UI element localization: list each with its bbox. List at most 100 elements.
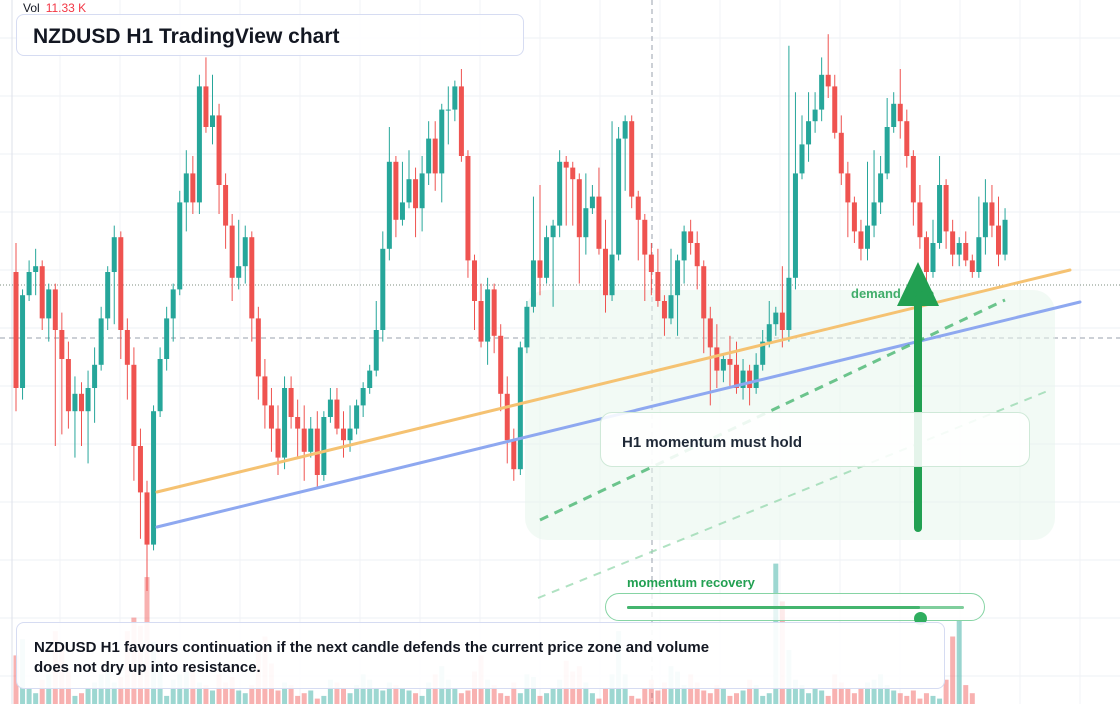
- candle-body: [452, 86, 458, 110]
- volume-bar: [504, 695, 510, 704]
- candle-body: [85, 388, 91, 412]
- candle-body: [589, 196, 595, 209]
- candle-body: [164, 318, 170, 359]
- candle-body: [714, 347, 720, 371]
- candle-body: [216, 115, 222, 185]
- candle-body: [131, 364, 137, 446]
- volume-bar: [380, 690, 386, 704]
- volume-bar: [386, 682, 392, 704]
- candle-body: [413, 179, 419, 209]
- volume-bar: [517, 693, 523, 704]
- candle-body: [622, 121, 628, 139]
- volume-bar: [419, 695, 425, 704]
- momentum-thumb[interactable]: [914, 612, 928, 625]
- volume-bar: [275, 690, 281, 704]
- candle-body: [825, 74, 831, 87]
- volume-value: 11.33 K: [45, 1, 87, 15]
- momentum-callout: H1 momentum must hold: [600, 412, 1030, 467]
- volume-bar: [648, 679, 654, 704]
- candle-body: [124, 330, 130, 365]
- candle-body: [642, 219, 648, 255]
- candle-body: [943, 185, 949, 232]
- volume-bar: [485, 679, 491, 704]
- volume-bar: [655, 690, 661, 704]
- volume-bar: [681, 685, 687, 704]
- volume-bar: [491, 685, 497, 704]
- volume-bar: [314, 698, 320, 704]
- candle-body: [327, 399, 333, 417]
- momentum-label: momentum recovery: [627, 575, 755, 590]
- volume-bar: [969, 693, 975, 704]
- volume-bar: [341, 687, 346, 704]
- candle-body: [675, 260, 681, 296]
- volume-bar: [865, 682, 870, 704]
- candle-body: [334, 399, 340, 429]
- volume-label: Vol: [23, 1, 40, 15]
- candle-body: [655, 272, 661, 301]
- candle-body: [282, 388, 288, 458]
- volume-bar: [596, 698, 602, 704]
- volume-bar: [858, 687, 864, 704]
- volume-bar: [249, 685, 255, 704]
- volume-bar: [399, 687, 405, 704]
- volume-bar: [118, 677, 124, 704]
- candle-body: [910, 156, 916, 203]
- candle-body: [720, 359, 726, 371]
- candle-body: [609, 254, 615, 296]
- volume-bar: [871, 679, 877, 704]
- volume-bar: [537, 695, 543, 704]
- volume-bar: [236, 690, 242, 704]
- candle-body: [439, 109, 445, 174]
- volume-bar: [373, 687, 379, 704]
- volume-bar: [956, 620, 962, 704]
- volume-bar: [622, 674, 628, 704]
- volume-bar: [635, 698, 641, 704]
- volume-bar: [766, 693, 772, 704]
- candle-body: [583, 208, 589, 238]
- candle-body: [753, 364, 759, 388]
- momentum-slider[interactable]: [605, 593, 985, 625]
- candle-body: [399, 202, 405, 220]
- candle-body: [923, 237, 929, 272]
- volume-bar: [963, 685, 969, 704]
- candle-body: [544, 237, 550, 278]
- volume-bar: [367, 679, 373, 704]
- candle-body: [629, 121, 635, 197]
- volume-bar: [701, 690, 707, 704]
- volume-bar: [242, 693, 248, 704]
- volume-bar: [720, 687, 726, 704]
- volume-bar: [851, 693, 857, 704]
- candle-body: [255, 318, 261, 377]
- candle-body: [799, 144, 805, 174]
- candle-body: [937, 185, 943, 243]
- candle-body: [760, 341, 766, 365]
- volume-bar: [393, 685, 399, 704]
- candle-body: [963, 243, 969, 261]
- volume-bar: [72, 695, 78, 704]
- candle-body: [917, 202, 923, 238]
- candle-body: [511, 440, 517, 470]
- candle-body: [170, 289, 176, 319]
- volume-bar: [223, 682, 229, 704]
- volume-bar: [753, 685, 759, 704]
- volume-bar: [458, 693, 464, 704]
- volume-bar: [79, 693, 84, 704]
- candle-body: [445, 109, 451, 111]
- candle-body: [557, 161, 563, 226]
- candle-body: [707, 318, 713, 348]
- volume-bar: [792, 679, 798, 704]
- candle-body: [989, 202, 995, 226]
- candle-body: [681, 231, 687, 261]
- volume-bar: [413, 693, 419, 704]
- candle-body: [98, 318, 104, 365]
- candle-body: [118, 237, 124, 330]
- volume-bar: [530, 677, 536, 704]
- candle-body: [904, 121, 910, 156]
- candle-body: [360, 388, 366, 406]
- candle-body: [812, 109, 818, 122]
- candle-body: [275, 428, 281, 458]
- candle-body: [223, 185, 229, 226]
- candle-body: [465, 156, 471, 261]
- candle-body: [897, 103, 903, 122]
